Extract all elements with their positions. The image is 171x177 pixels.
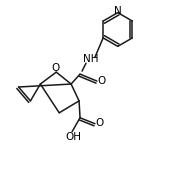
- Text: OH: OH: [65, 132, 81, 142]
- Text: O: O: [96, 118, 104, 128]
- Text: N: N: [114, 6, 122, 16]
- Text: O: O: [51, 63, 59, 73]
- Text: NH: NH: [83, 54, 99, 64]
- Text: O: O: [98, 76, 106, 85]
